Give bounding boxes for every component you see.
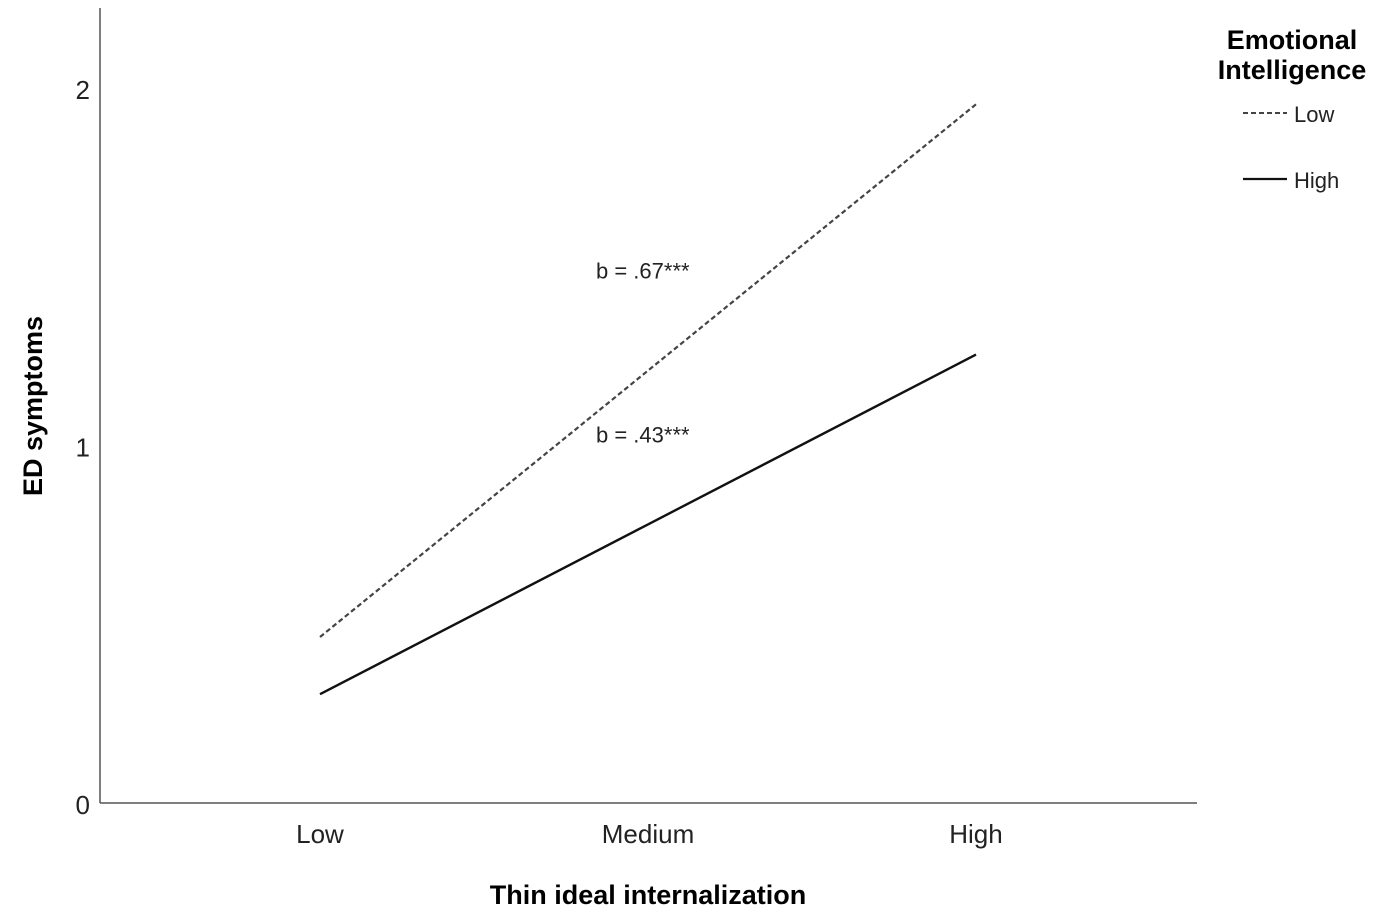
- y-axis-title: ED symptoms: [18, 316, 48, 496]
- x-tick-label-medium: Medium: [602, 819, 694, 849]
- x-tick-label-low: Low: [296, 819, 344, 849]
- annotation-background: [592, 256, 704, 285]
- legend-label-high: High: [1294, 168, 1339, 193]
- annotation-slope-high: b = .43***: [596, 422, 690, 447]
- annotation-background: [592, 420, 704, 449]
- x-axis-title: Thin ideal internalization: [490, 880, 807, 910]
- legend-title-line1: Emotional: [1227, 25, 1358, 55]
- x-tick-label-high: High: [949, 819, 1002, 849]
- legend: Emotional Intelligence Low High: [1218, 25, 1367, 193]
- series-lines: [319, 103, 977, 696]
- legend-title-line2: Intelligence: [1218, 55, 1367, 85]
- x-tick-labels: Low Medium High: [296, 819, 1003, 849]
- annotation-slope-low: b = .67***: [596, 259, 690, 284]
- legend-label-low: Low: [1294, 102, 1334, 127]
- y-tick-label-0: 0: [76, 790, 90, 820]
- series-line-high: [319, 353, 977, 696]
- axes: [99, 8, 1197, 804]
- annotations: b = .67*** b = .43***: [592, 256, 704, 449]
- y-tick-label-1: 1: [76, 433, 90, 463]
- y-tick-labels: 0 1 2: [76, 75, 90, 820]
- series-line-low: [319, 103, 977, 638]
- legend-items: Low High: [1243, 102, 1339, 193]
- y-tick-label-2: 2: [76, 75, 90, 105]
